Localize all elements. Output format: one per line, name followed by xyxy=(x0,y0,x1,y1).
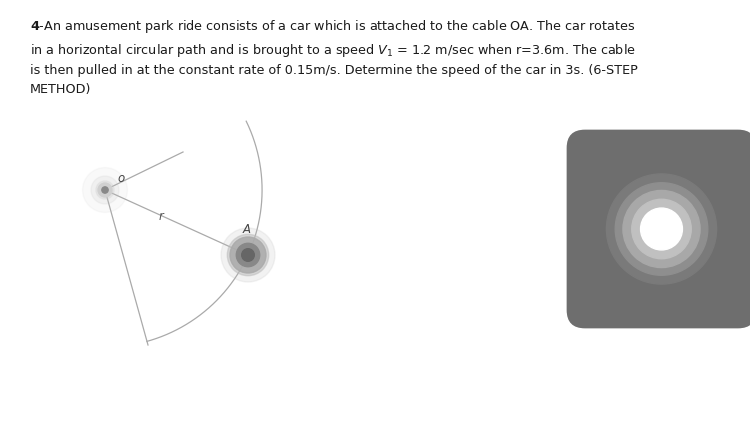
Text: o: o xyxy=(117,172,124,185)
Circle shape xyxy=(227,234,268,276)
Circle shape xyxy=(632,199,692,259)
Circle shape xyxy=(230,237,266,273)
Circle shape xyxy=(615,183,708,275)
Circle shape xyxy=(236,243,260,267)
Text: $\mathbf{4}$-An amusement park ride consists of a car which is attached to the c: $\mathbf{4}$-An amusement park ride cons… xyxy=(30,18,638,95)
Circle shape xyxy=(623,190,700,268)
Circle shape xyxy=(640,208,682,250)
Circle shape xyxy=(607,174,716,284)
Circle shape xyxy=(102,187,108,193)
Text: r: r xyxy=(158,210,164,224)
Circle shape xyxy=(82,167,128,213)
FancyBboxPatch shape xyxy=(567,130,750,328)
Circle shape xyxy=(91,176,119,204)
Circle shape xyxy=(96,181,114,199)
Text: A: A xyxy=(243,223,251,236)
Circle shape xyxy=(98,183,112,197)
Circle shape xyxy=(242,249,254,261)
Circle shape xyxy=(221,228,275,282)
